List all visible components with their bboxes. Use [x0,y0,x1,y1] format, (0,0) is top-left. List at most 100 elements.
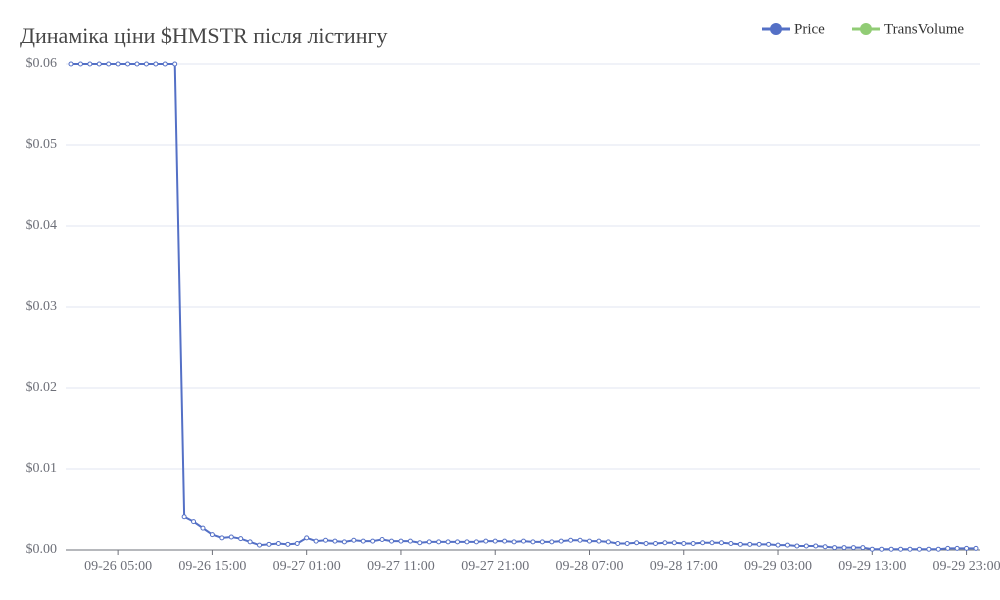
x-tick-label: 09-27 21:00 [461,559,529,574]
data-point [964,545,970,551]
data-point [718,540,724,546]
data-point [822,544,828,550]
data-point [125,61,131,67]
data-point [200,525,206,531]
data-point [455,539,461,545]
data-point [850,545,856,551]
data-point [332,538,338,544]
legend-marker [860,23,872,35]
data-point [87,61,93,67]
data-point [756,541,762,547]
data-point [257,542,263,548]
data-point [492,538,498,544]
x-tick-label: 09-26 05:00 [84,559,152,574]
data-point [700,540,706,546]
data-point [77,61,83,67]
x-tick-label: 09-29 23:00 [933,559,1000,574]
data-point [389,538,395,544]
chart-title: Динаміка ціни $HMSTR після лістингу [20,23,388,48]
x-tick-label: 09-29 13:00 [838,559,906,574]
data-point [360,538,366,544]
data-point [747,541,753,547]
data-point [219,535,225,541]
data-point [935,546,941,552]
data-point [832,545,838,551]
data-point [530,539,536,545]
data-point [926,546,932,552]
data-point [813,543,819,549]
data-point [445,539,451,545]
data-point [803,543,809,549]
data-point [502,538,508,544]
y-tick-label: $0.06 [26,56,58,71]
data-point [634,540,640,546]
data-point [869,546,875,552]
data-point [209,532,215,538]
data-point [671,540,677,546]
x-tick-label: 09-27 11:00 [367,559,435,574]
data-point [605,539,611,545]
data-point [172,61,178,67]
data-point [888,546,894,552]
data-point [464,539,470,545]
data-point [266,541,272,547]
data-point [370,538,376,544]
data-point [351,537,357,543]
data-point [794,543,800,549]
data-point [596,538,602,544]
data-point [907,546,913,552]
x-tick-label: 09-28 17:00 [650,559,718,574]
data-point [323,537,329,543]
y-tick-label: $0.02 [26,380,58,395]
data-point [398,538,404,544]
legend-marker [770,23,782,35]
data-point [68,61,74,67]
data-point [426,539,432,545]
data-point [379,536,385,542]
data-point [681,541,687,547]
y-tick-label: $0.01 [26,461,58,476]
x-tick-label: 09-27 01:00 [273,559,341,574]
data-point [304,535,310,541]
y-tick-label: $0.05 [26,137,58,152]
x-tick-label: 09-29 03:00 [744,559,812,574]
data-point [181,514,187,520]
data-point [624,541,630,547]
data-point [153,61,159,67]
data-point [945,545,951,551]
data-point [521,538,526,544]
data-point [841,545,847,551]
data-point [511,539,517,545]
data-point [549,539,555,545]
data-point [558,538,564,544]
data-point [954,545,960,551]
data-point [247,539,253,545]
data-point [162,61,168,67]
data-point [615,541,621,547]
data-point [898,546,904,552]
x-tick-label: 09-28 07:00 [555,559,623,574]
data-point [238,536,244,542]
data-point [436,539,442,545]
data-point [784,542,790,548]
data-point [766,541,772,547]
data-point [341,539,347,545]
data-point [115,61,121,67]
data-point [285,541,291,547]
data-point [483,538,489,544]
data-point [737,541,743,547]
data-point [879,546,885,552]
data-point [191,519,197,525]
data-point [652,541,658,547]
data-point [973,545,979,551]
data-point [916,546,922,552]
data-point [106,61,112,67]
data-point [313,538,319,544]
data-point [728,541,734,547]
data-point [775,542,781,548]
data-point [473,539,479,545]
y-tick-label: $0.03 [26,299,58,314]
data-point [568,537,574,543]
data-point [690,541,696,547]
